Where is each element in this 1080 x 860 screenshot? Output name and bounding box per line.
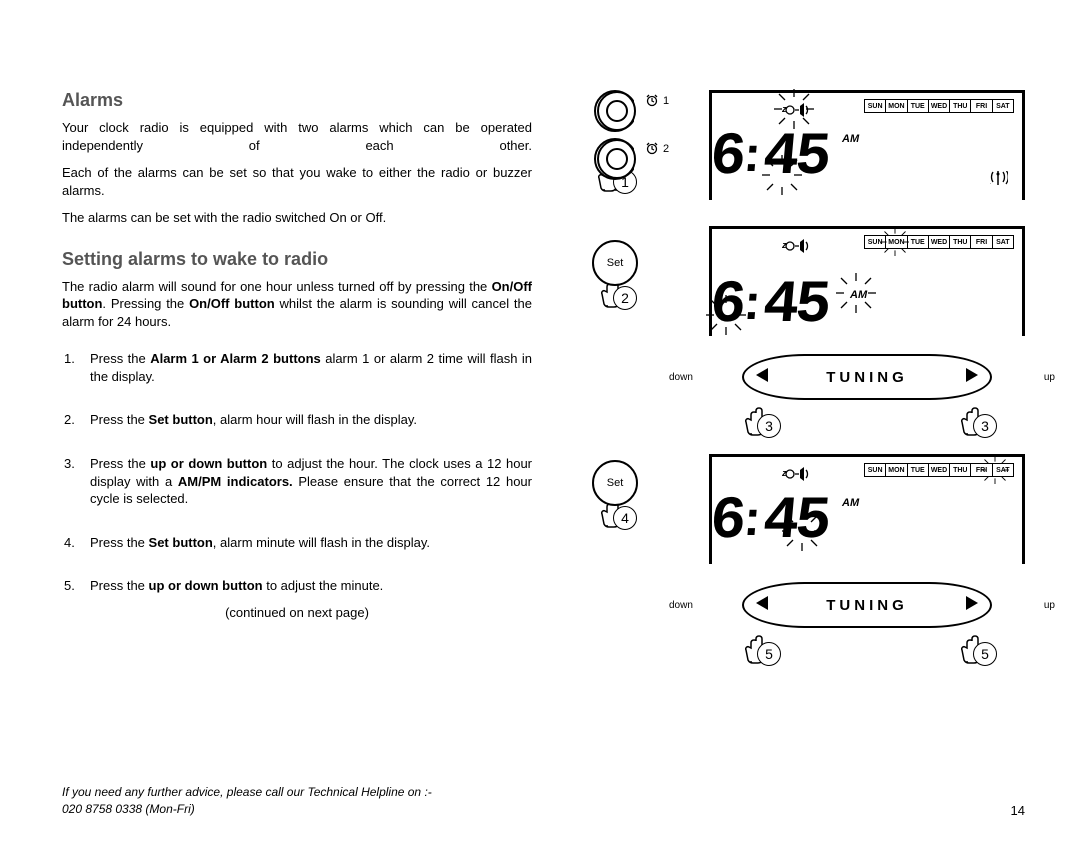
tuning-control-1: down TUNING up (709, 354, 1025, 400)
tuning-label: TUNING (826, 369, 908, 386)
lcd-status-icons (782, 239, 810, 253)
alarm-buttons-group: 1 2 1 (550, 90, 680, 194)
set-button-group-2: Set 4 (550, 460, 680, 530)
set-button-icon: Set (592, 240, 638, 286)
up-label: up (1044, 372, 1055, 383)
antenna-icon (990, 171, 1008, 192)
right-arrow-icon (966, 596, 978, 614)
up-label: up (1044, 600, 1055, 611)
alarm-2-button-icon: 2 (594, 138, 636, 180)
para-intro-3: The alarms can be set with the radio swi… (62, 209, 532, 227)
alarm-1-label: 1 (646, 94, 669, 108)
day-bar: SUNMONTUEWEDTHUFRISAT (864, 99, 1014, 113)
helpline-text: If you need any further advice, please c… (62, 784, 432, 818)
para-setting: The radio alarm will sound for one hour … (62, 278, 532, 331)
time-display: 6:45 (710, 495, 1004, 549)
para-intro-2: Each of the alarms can be set so that yo… (62, 164, 532, 199)
step-marker-3: 3 (757, 414, 781, 438)
step-1: Press the Alarm 1 or Alarm 2 buttons ala… (62, 350, 532, 385)
tuning-control-2: down TUNING up (709, 582, 1025, 628)
step-5: Press the up or down button to adjust th… (62, 577, 532, 595)
heading-alarms: Alarms (62, 90, 532, 111)
step-2: Press the Set button, alarm hour will fl… (62, 411, 532, 429)
step-4: Press the Set button, alarm minute will … (62, 534, 532, 552)
lcd-panel-2: SUNMONTUEWEDTHUFRISAT AM 6:45 (709, 226, 1025, 336)
tuning-fingers-2: 5 5 (709, 634, 1025, 666)
lcd-panel-1: SUNMONTUEWEDTHUFRISAT AM 6:45 (709, 90, 1025, 200)
page-number: 14 (1011, 803, 1025, 818)
tuning-oval: TUNING (742, 582, 992, 628)
set-button-group-1: Set 2 (550, 240, 680, 310)
text-column: Alarms Your clock radio is equipped with… (62, 90, 532, 666)
left-arrow-icon (756, 596, 768, 614)
left-arrow-icon (756, 368, 768, 386)
flash-marker-icon (980, 455, 1010, 485)
step-marker-2: 2 (613, 286, 637, 310)
step-3: Press the up or down button to adjust th… (62, 455, 532, 508)
flash-marker-icon (880, 227, 910, 257)
lcd-status-icons (782, 103, 810, 117)
down-label: down (669, 600, 693, 611)
lcd-diagram-column: SUNMONTUEWEDTHUFRISAT AM 6:45 SUNMONTUEW… (698, 90, 1025, 666)
lcd-status-icons (782, 467, 810, 481)
alarm-1-button-icon: 1 (594, 90, 636, 132)
button-diagram-column: 1 2 1 Set 2 Set (550, 90, 680, 666)
steps-list: Press the Alarm 1 or Alarm 2 buttons ala… (62, 350, 532, 594)
step-marker-4: 4 (613, 506, 637, 530)
tuning-label: TUNING (826, 597, 908, 614)
right-arrow-icon (966, 368, 978, 386)
down-label: down (669, 372, 693, 383)
time-display: 6:45 (710, 279, 1004, 333)
set-button-icon: Set (592, 460, 638, 506)
continued-text: (continued on next page) (62, 605, 532, 620)
step-marker-5: 5 (973, 642, 997, 666)
tuning-fingers-1: 3 3 (709, 406, 1025, 438)
para-intro-1: Your clock radio is equipped with two al… (62, 119, 532, 154)
time-display: 6:45 (710, 131, 1004, 185)
page-footer: If you need any further advice, please c… (62, 784, 1025, 818)
lcd-panel-3: SUNMONTUEWEDTHUFRISAT AM 6:45 (709, 454, 1025, 564)
step-marker-5: 5 (757, 642, 781, 666)
alarm-2-label: 2 (646, 142, 669, 156)
heading-setting: Setting alarms to wake to radio (62, 249, 532, 270)
tuning-oval: TUNING (742, 354, 992, 400)
step-marker-3: 3 (973, 414, 997, 438)
